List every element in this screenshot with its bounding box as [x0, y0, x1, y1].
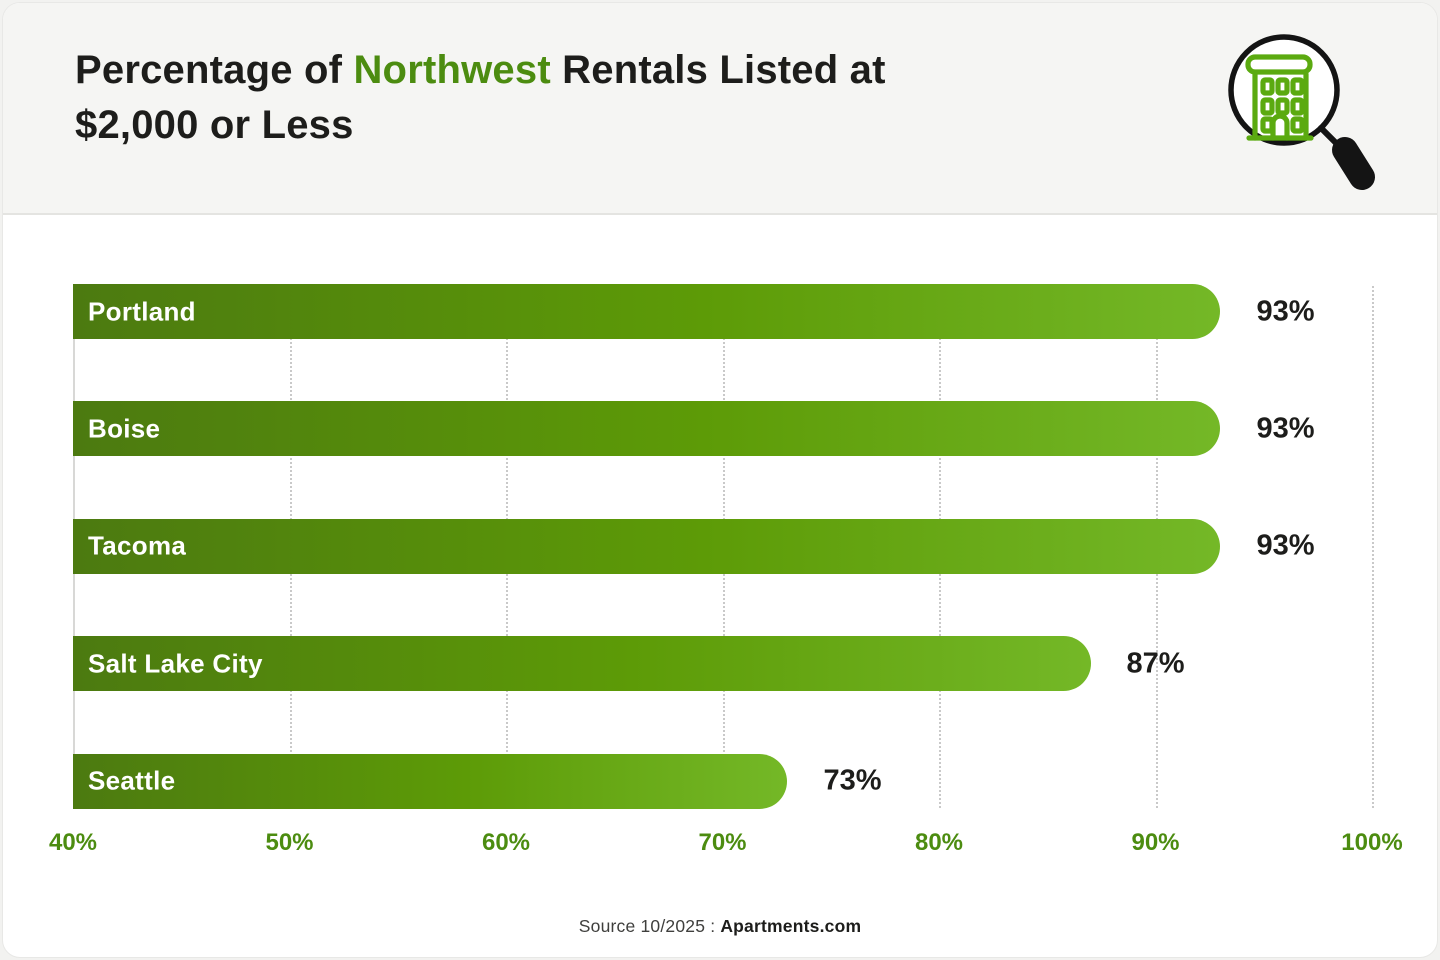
value-label-tacoma: 93% — [1256, 529, 1315, 562]
plot-area: Portland 93% Boise 93% Tacoma 93% Salt Lake Ci… — [73, 284, 1374, 809]
bar-tacoma: Tacoma — [73, 518, 1221, 574]
x-tick-70: 70% — [698, 829, 747, 856]
x-tick-100: 100% — [1341, 829, 1403, 856]
header: Percentage of Northwest Rentals Listed a… — [3, 3, 1437, 215]
bar-label-seattle: Seattle — [88, 765, 176, 796]
x-tick-90: 90% — [1131, 829, 1180, 856]
x-tick-80: 80% — [914, 829, 964, 856]
bar-seattle: Seattle — [73, 753, 788, 809]
bar-row-seattle: Seattle 73% — [73, 753, 1372, 809]
chart-title: Percentage of Northwest Rentals Listed a… — [75, 43, 886, 153]
title-highlight: Northwest — [353, 48, 551, 92]
x-tick-40: 40% — [48, 829, 98, 856]
bar-chart: Portland 93% Boise 93% Tacoma 93% Salt Lake Ci… — [3, 217, 1437, 957]
bar-row-portland: Portland 93% — [73, 284, 1372, 339]
source-brand: Apartments.com — [720, 916, 862, 936]
value-label-seattle: 73% — [823, 764, 882, 797]
title-line-1: Percentage of Northwest Rentals Listed a… — [75, 43, 886, 98]
value-label-boise: 93% — [1256, 412, 1315, 445]
value-label-salt-lake-city: 87% — [1126, 647, 1185, 680]
bar-row-tacoma: Tacoma 93% — [73, 518, 1372, 574]
x-tick-60: 60% — [481, 829, 531, 856]
bar-boise: Boise — [73, 401, 1221, 457]
bar-row-salt-lake-city: Salt Lake City 87% — [73, 636, 1372, 692]
title-prefix: Percentage of — [75, 48, 343, 92]
building-icon — [1245, 54, 1314, 141]
source-line: Source 10/2025 : Apartments.com — [3, 916, 1437, 937]
source-prefix: Source 10/2025 : — [578, 916, 716, 936]
magnifier-handle — [1318, 125, 1375, 190]
value-label-portland: 93% — [1256, 295, 1315, 327]
bar-label-boise: Boise — [88, 413, 161, 444]
bar-row-boise: Boise 93% — [73, 401, 1372, 457]
magnifier-building-icon — [1228, 34, 1375, 190]
title-suffix: Rentals Listed at — [562, 48, 886, 92]
title-line-2: $2,000 or Less — [75, 103, 354, 147]
bar-label-salt-lake-city: Salt Lake City — [88, 648, 263, 679]
bar-label-tacoma: Tacoma — [88, 530, 187, 561]
bar-label-portland: Portland — [88, 296, 196, 326]
x-axis: 40% 50% 60% 70% 80% 90% 100% — [49, 829, 1403, 859]
x-tick-50: 50% — [265, 829, 314, 856]
bar-salt-lake-city: Salt Lake City — [73, 636, 1091, 692]
gridline-100 — [1372, 286, 1374, 808]
bar-portland: Portland — [73, 284, 1221, 339]
